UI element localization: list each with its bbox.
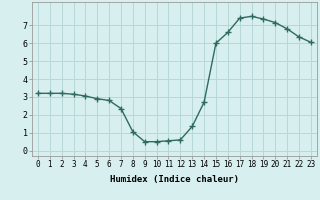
X-axis label: Humidex (Indice chaleur): Humidex (Indice chaleur) (110, 175, 239, 184)
